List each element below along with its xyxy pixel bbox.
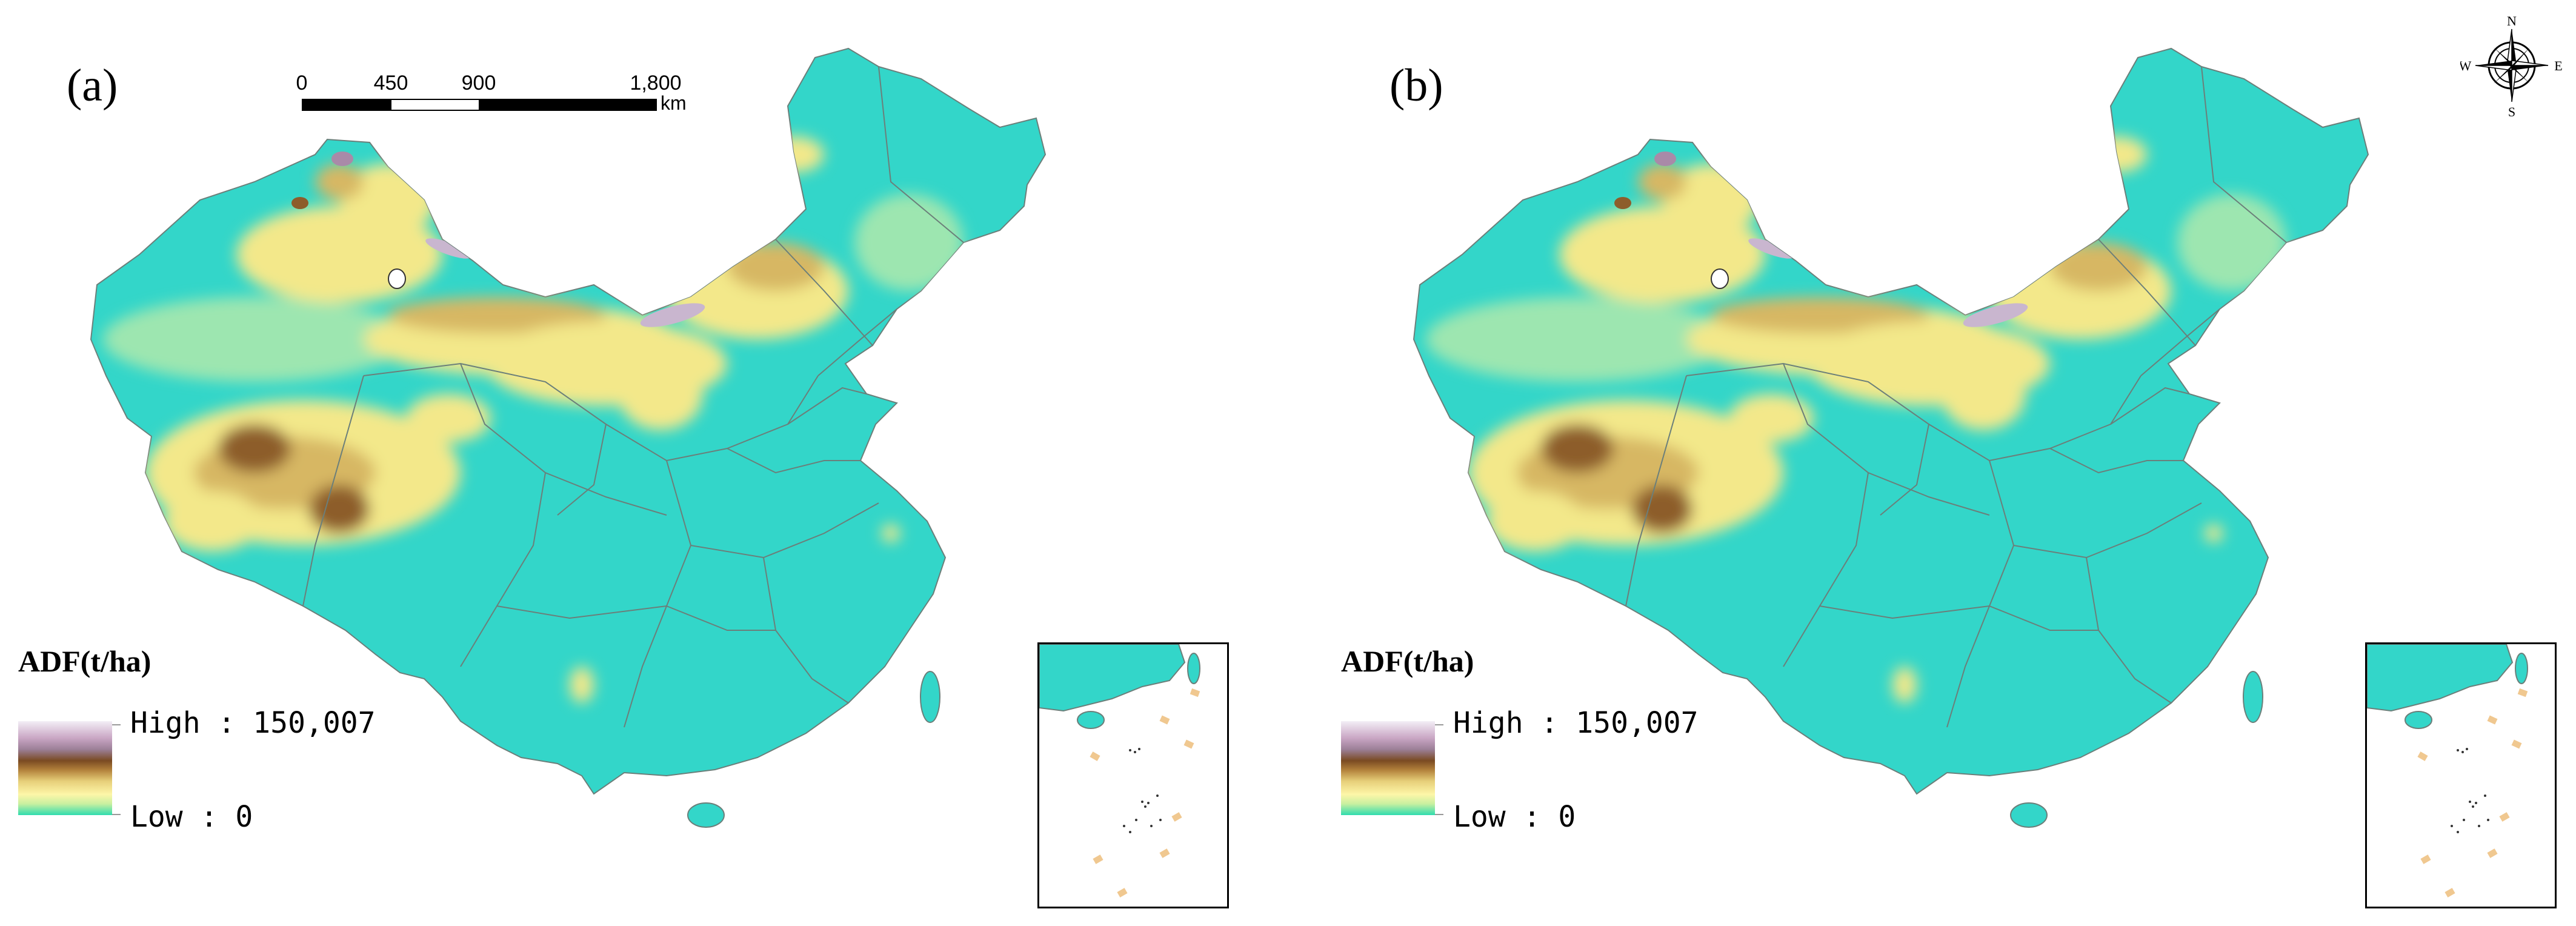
legend-tick-low-b (1435, 814, 1443, 815)
legend-color-ramp-b (1341, 721, 1435, 815)
inset-map-b (2367, 644, 2528, 898)
province-borders-a (302, 66, 964, 728)
legend-title-b: ADF(t/ha) (1341, 644, 1474, 678)
legend-low-label-a: Low : 0 (130, 800, 253, 834)
scale-segment-3 (479, 99, 657, 111)
china-adf-map-a (90, 47, 1047, 828)
legend-tick-low-a (112, 814, 121, 815)
taiwan-island-a (920, 671, 940, 723)
legend-low-label-b: Low : 0 (1453, 800, 1576, 834)
scale-tick-900: 900 (461, 72, 496, 95)
adf-surface-a (103, 136, 964, 703)
scale-tick-1800: 1,800 (630, 72, 682, 95)
compass-w: W (2460, 58, 2472, 73)
adf-surface-b (1426, 136, 2286, 703)
map-panel-b: (b) ADF(t/ha) High : 150,007 Low : 0 (1323, 0, 2576, 926)
legend-high-label-a: High : 150,007 (130, 706, 376, 740)
legend-tick-high-b (1435, 724, 1443, 725)
compass-e: E (2554, 58, 2562, 73)
province-borders-b (1625, 66, 2287, 728)
scale-segment-2 (390, 99, 480, 111)
inset-map-a (1039, 644, 1200, 898)
south-china-sea-inset-b (2365, 642, 2557, 908)
taiwan-island-b (2243, 671, 2263, 723)
map-panel-a: (a) 0 450 900 1,800 km ADF(t/ha) High : … (18, 47, 1229, 908)
compass-s: S (2508, 104, 2515, 118)
scale-unit: km (661, 92, 687, 114)
scale-bar: 0 450 900 1,800 km (296, 72, 697, 126)
panel-label-a: (a) (67, 60, 118, 111)
hainan-island-a (687, 802, 725, 828)
legend-title-a: ADF(t/ha) (18, 644, 151, 678)
scale-segment-1 (302, 99, 391, 111)
legend-color-ramp-a (18, 721, 112, 815)
hainan-island-b (2010, 802, 2048, 828)
scale-tick-0: 0 (296, 72, 308, 95)
legend-high-label-b: High : 150,007 (1453, 706, 1699, 740)
north-arrow-icon: N S W E (2459, 13, 2563, 119)
legend-tick-high-a (112, 724, 121, 725)
china-adf-map-b (1413, 47, 2369, 828)
scale-tick-450: 450 (373, 72, 408, 95)
south-china-sea-inset-a (1037, 642, 1229, 908)
compass-rose: N S W E (2459, 12, 2563, 119)
compass-n: N (2507, 13, 2517, 28)
panel-label-b: (b) (1390, 60, 1443, 111)
